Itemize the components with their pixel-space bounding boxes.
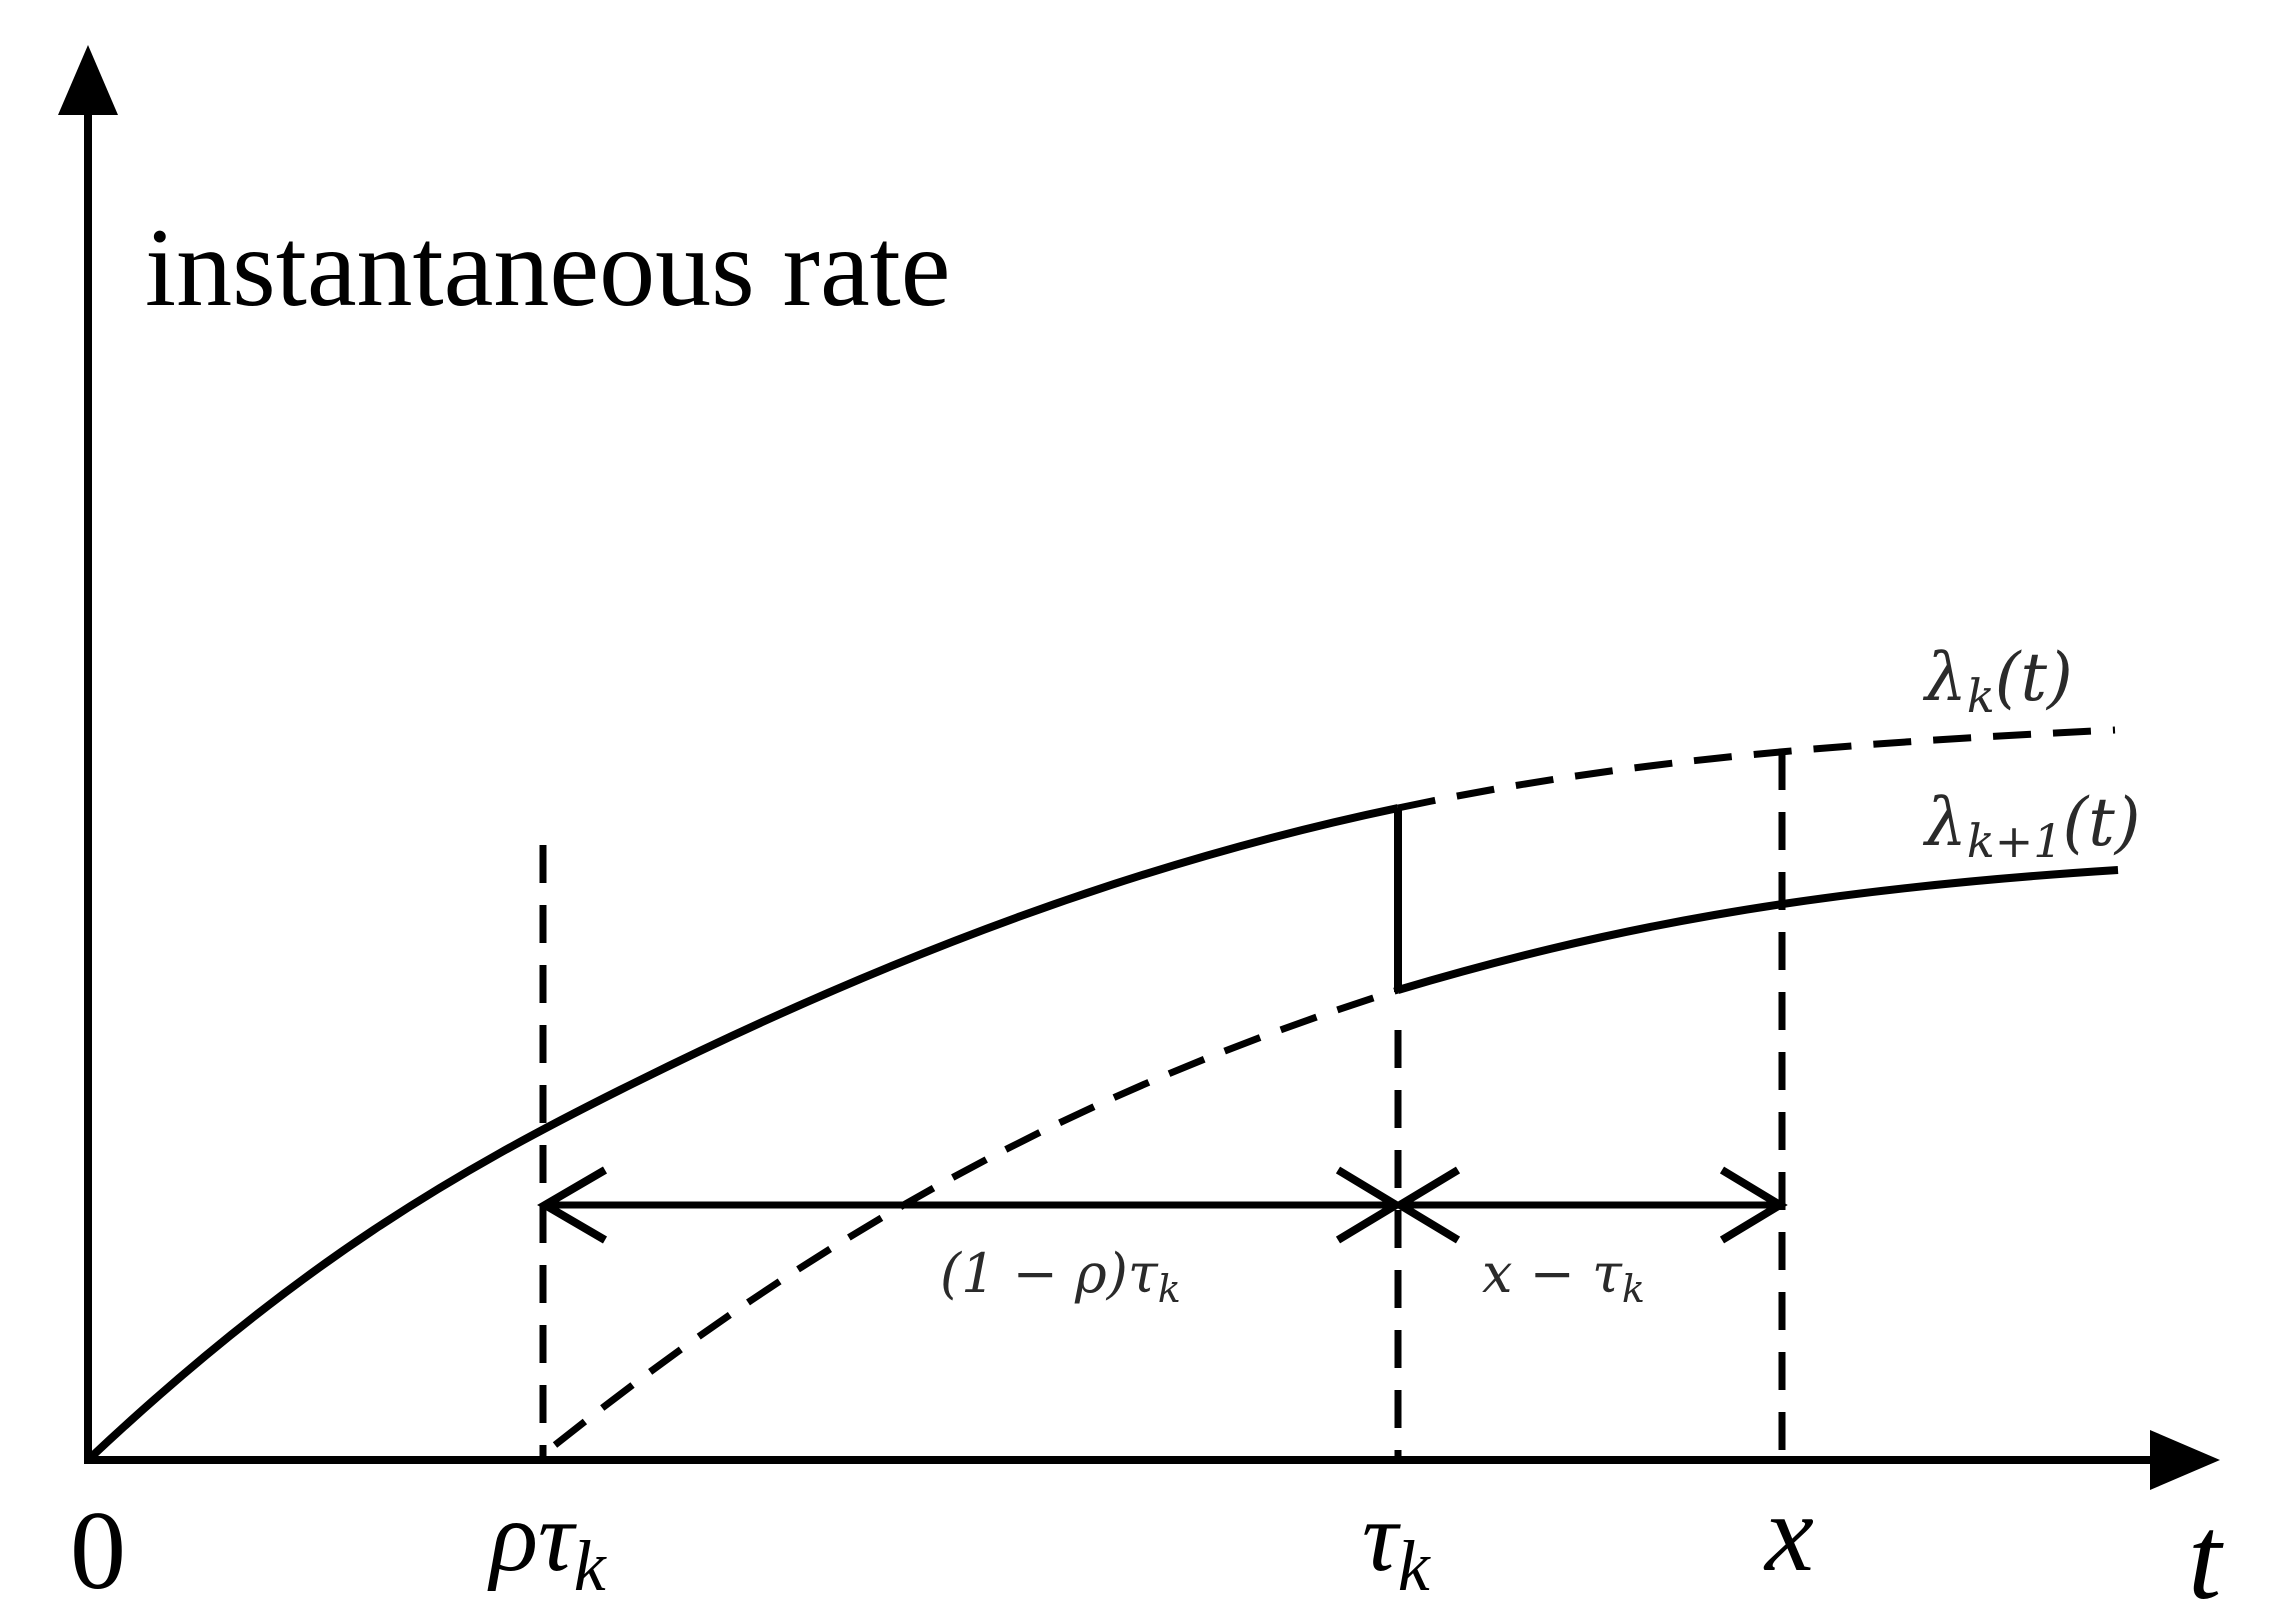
tick-rho-tau-k-main: ρτ — [487, 1481, 577, 1592]
curve-label-lambda-k-base: λ — [1922, 639, 1967, 716]
tick-tau-k-main: τ — [1362, 1481, 1401, 1592]
curve-label-lambda-k: λk(t) — [1922, 639, 2073, 723]
tick-rho-tau-k-sub: k — [574, 1526, 608, 1606]
interval-label-first-sub: k — [1158, 1267, 1181, 1311]
origin-label: 0 — [70, 1489, 126, 1613]
interval-arrow-first-left-head — [537, 1166, 608, 1244]
curve-label-lambda-k1: λk+1(t) — [1922, 784, 2141, 868]
interval-label-first: (1 − ρ)τk — [940, 1242, 1181, 1311]
tick-tau-k-sub: k — [1398, 1526, 1432, 1606]
curve-label-lambda-k-sub: k — [1967, 669, 1995, 723]
x-axis-symbol: t — [2188, 1491, 2224, 1619]
tick-tau-k: τk — [1362, 1481, 1432, 1606]
interval-label-second-main: x − τ — [1482, 1242, 1623, 1305]
curve-label-lambda-k-arg: (t) — [1995, 639, 2073, 716]
interval-arrow-second-left-head — [1392, 1166, 1461, 1244]
y-axis-arrowhead — [58, 45, 118, 115]
tick-x: x — [1763, 1472, 1814, 1594]
curve-label-lambda-k1-base: λ — [1922, 784, 1967, 861]
y-axis-label: instantaneous rate — [145, 206, 951, 330]
curve-lambda-k-dashed — [1397, 726, 2116, 812]
interval-label-second: x − τk — [1482, 1242, 1645, 1311]
curve-label-lambda-k1-arg: (t) — [2063, 784, 2141, 861]
interval-label-second-sub: k — [1622, 1267, 1645, 1311]
tick-rho-tau-k: ρτk — [487, 1481, 608, 1606]
curve-lambda-k-solid — [85, 804, 1399, 1463]
curve-label-lambda-k1-sub: k+1 — [1967, 814, 2063, 868]
curve-lambda-k1-solid — [1396, 866, 2119, 994]
curve-lambda-k1-dashed — [552, 986, 1400, 1448]
interval-arrow-second-right-head — [1719, 1166, 1788, 1244]
x-axis-arrowhead — [2150, 1430, 2220, 1490]
interval-label-first-main: (1 − ρ)τ — [940, 1242, 1159, 1305]
